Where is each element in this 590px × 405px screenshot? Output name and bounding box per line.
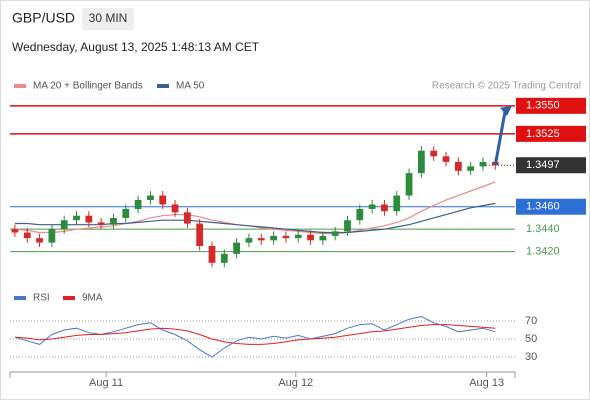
legend-swatch — [14, 84, 26, 88]
candle-body — [393, 195, 401, 212]
rsi-tick-label: 30 — [525, 351, 537, 363]
legend-label: 9MA — [82, 293, 103, 304]
candle-body — [85, 215, 93, 223]
level-label: 1.3420 — [526, 245, 560, 257]
level-box — [516, 97, 586, 114]
candle-body — [405, 173, 413, 196]
candle-body — [23, 232, 31, 239]
candle-body — [479, 161, 487, 167]
candle-body — [220, 253, 228, 263]
legend-label: MA 50 — [176, 81, 205, 92]
candle-body — [110, 217, 117, 225]
candle-body — [467, 166, 475, 171]
legend-swatch — [63, 296, 75, 300]
candle-body — [442, 156, 450, 162]
rsi-tick-label: 50 — [525, 333, 537, 345]
candle-body — [196, 223, 204, 246]
rsi-line — [14, 315, 496, 358]
candle-body — [36, 238, 43, 243]
rsi-tick-label: 70 — [525, 315, 537, 327]
moving-average — [14, 202, 496, 234]
legend-swatch — [14, 296, 26, 300]
candle-body — [147, 195, 154, 200]
candle-body — [122, 208, 130, 218]
level-box — [516, 157, 586, 174]
symbol: GBP/USD — [12, 10, 75, 26]
candle-body — [356, 208, 364, 221]
candle-body — [282, 235, 290, 239]
candle-body — [381, 204, 388, 212]
arrow-head — [500, 105, 512, 116]
candle-body — [171, 204, 179, 213]
rsi-line — [14, 324, 496, 345]
candle-body — [257, 238, 265, 241]
candle-body — [307, 234, 314, 241]
candle-body — [430, 150, 438, 157]
candle-body — [233, 242, 241, 254]
level-box — [516, 198, 586, 215]
x-tick-label: Aug 11 — [89, 377, 123, 389]
candle-body — [60, 220, 68, 230]
x-tick-label: Aug 12 — [278, 377, 313, 389]
candle-body — [270, 235, 277, 241]
level-label: 1.3497 — [526, 159, 560, 171]
candle-body — [331, 231, 339, 236]
timeframe: 30 MIN — [89, 11, 128, 25]
level-label: 1.3550 — [526, 100, 560, 112]
level-label: 1.3460 — [526, 201, 560, 213]
projection-arrow — [493, 111, 507, 166]
candle-body — [183, 212, 191, 224]
legend-label: MA 20 + Bollinger Bands — [33, 81, 143, 92]
candle-body — [48, 229, 56, 243]
datetime: Wednesday, August 13, 2025 1:48:13 AM CE… — [12, 40, 260, 54]
level-label: 1.3440 — [526, 223, 560, 235]
candle-body — [454, 161, 462, 171]
legend-swatch — [157, 84, 169, 88]
candle-body — [418, 150, 425, 174]
candle-body — [245, 238, 253, 243]
candle-body — [73, 215, 80, 221]
legend-label: RSI — [33, 293, 50, 304]
candle-body — [294, 234, 302, 239]
candle-body — [208, 245, 216, 263]
candle-body — [344, 220, 351, 232]
candle-body — [134, 200, 142, 209]
candle-body — [159, 195, 167, 205]
candle-body — [97, 222, 105, 225]
candle-body — [368, 204, 376, 209]
x-tick-label: Aug 13 — [469, 377, 504, 389]
candle-body — [319, 235, 327, 241]
source: Research © 2025 Trading Central — [432, 81, 581, 92]
level-box — [516, 125, 586, 142]
candle-body — [11, 229, 19, 233]
level-label: 1.3525 — [526, 128, 560, 140]
timeframe-badge — [82, 8, 134, 30]
